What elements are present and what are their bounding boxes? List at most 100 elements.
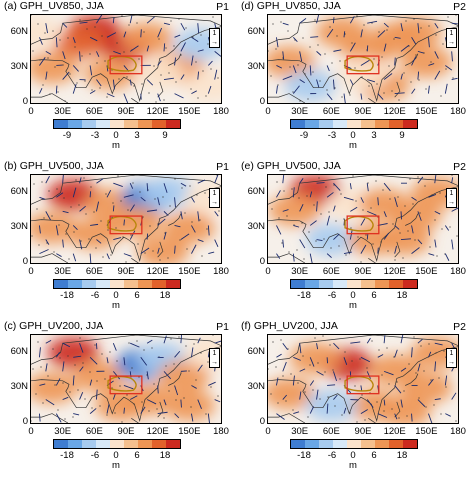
colorbar-swatch	[166, 280, 180, 288]
wind-vector	[157, 218, 166, 226]
significance-dot	[159, 259, 161, 261]
significance-dot	[207, 43, 209, 45]
significance-dot	[326, 89, 328, 91]
wind-vector	[309, 253, 313, 263]
wind-vector	[411, 247, 420, 254]
colorbar-unit: m	[112, 460, 120, 471]
significance-dot	[435, 34, 437, 36]
significance-dot	[40, 366, 42, 368]
significance-dot	[170, 338, 172, 340]
colorbar-tick-label: 18	[396, 450, 408, 461]
x-tick-label: 120E	[146, 106, 169, 117]
wind-vector	[417, 71, 420, 80]
colorbar-swatch	[96, 280, 110, 288]
wind-vector	[326, 403, 329, 414]
significance-dot	[364, 419, 366, 421]
significance-dot	[398, 417, 400, 419]
wind-vector	[197, 23, 200, 34]
wind-vector	[191, 413, 194, 422]
wind-vector	[282, 209, 289, 212]
wind-vector	[377, 413, 388, 418]
significance-dot	[106, 96, 108, 98]
significance-dot	[106, 414, 108, 416]
wind-vector	[366, 371, 371, 379]
colorbar-tick-label: 18	[396, 290, 408, 301]
wind-vector	[366, 233, 369, 240]
significance-dot	[289, 66, 291, 68]
significance-dot	[160, 74, 162, 76]
significance-dot	[339, 60, 341, 62]
significance-dot	[105, 193, 107, 195]
significance-dot	[102, 256, 104, 258]
wind-vector	[309, 191, 313, 198]
wind-vector	[140, 29, 142, 38]
colorbar-tick-label: 0	[113, 130, 119, 141]
wind-vector	[309, 65, 312, 76]
wind-vector	[383, 211, 387, 218]
wind-vector	[316, 79, 320, 88]
wind-vector	[417, 363, 421, 372]
significance-dot	[440, 95, 442, 97]
wind-vector	[106, 189, 112, 198]
significance-dot	[195, 61, 197, 63]
wind-vector	[113, 182, 123, 187]
significance-dot	[303, 258, 305, 260]
significance-dot	[200, 34, 202, 36]
wind-vector	[349, 79, 354, 86]
significance-dot	[418, 79, 420, 81]
wind-vector	[282, 394, 288, 400]
colorbar-swatch	[82, 280, 96, 288]
significance-dot	[189, 185, 191, 187]
wind-vector	[96, 239, 102, 244]
wind-vector	[309, 220, 317, 226]
region-box	[109, 215, 143, 235]
wind-vector	[299, 368, 306, 372]
wind-vector	[89, 408, 97, 414]
wind-vector	[366, 183, 369, 192]
wind-vector	[428, 351, 432, 358]
reference-vector: 1 →	[209, 28, 220, 48]
colorbar-swatch	[68, 440, 82, 448]
significance-dot	[104, 60, 106, 62]
wind-vector	[163, 371, 172, 380]
wind-vector	[112, 343, 117, 351]
wind-vector	[411, 225, 414, 234]
significance-dot	[47, 375, 49, 377]
significance-dot	[334, 405, 336, 407]
significance-dot	[126, 76, 128, 78]
significance-dot	[413, 336, 415, 338]
wind-vector	[45, 239, 50, 245]
wind-vector	[72, 253, 77, 262]
significance-dot	[43, 217, 45, 219]
significance-dot	[341, 96, 343, 98]
colorbar-tick-label: 0	[113, 450, 119, 461]
significance-dot	[331, 62, 333, 64]
significance-dot	[123, 51, 125, 53]
colorbar-swatch	[96, 120, 110, 128]
colorbar-tick-label: -6	[327, 290, 337, 301]
significance-dot	[136, 340, 138, 342]
wind-vector	[157, 93, 161, 102]
wind-vector	[180, 211, 183, 220]
map-plot	[30, 14, 222, 104]
wind-vector	[191, 90, 197, 95]
coastline	[268, 346, 458, 423]
significance-dot	[116, 42, 118, 44]
significance-dot	[167, 257, 169, 259]
colorbar-swatch	[333, 120, 347, 128]
significance-dot	[292, 409, 294, 411]
wind-vector	[174, 93, 184, 99]
wind-vector	[349, 16, 355, 24]
wind-vector	[350, 341, 361, 344]
map-plot	[30, 334, 222, 424]
wind-vector	[197, 179, 206, 184]
significance-dot	[57, 409, 59, 411]
significance-dot	[32, 50, 34, 52]
wind-vector	[316, 239, 323, 241]
significance-dot	[315, 240, 317, 242]
colorbar-swatch	[333, 440, 347, 448]
significance-dot	[205, 95, 207, 97]
wind-vector	[411, 196, 417, 201]
wind-vector	[309, 406, 315, 414]
wind-vector	[451, 392, 457, 400]
